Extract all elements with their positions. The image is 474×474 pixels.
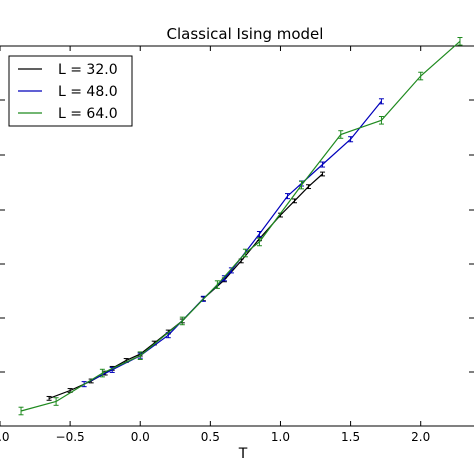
error-bar [18, 406, 24, 416]
x-tick-label: 0.0 [131, 430, 150, 444]
x-tick-label: 1.0 [0, 430, 10, 444]
series-1 [46, 171, 326, 401]
x-tick-label: −0.5 [56, 430, 85, 444]
error-bar [137, 351, 143, 360]
error-bar [214, 280, 220, 289]
y-axis-ticks [0, 99, 474, 373]
error-bar [299, 180, 305, 190]
legend-label: L = 32.0 [58, 62, 118, 78]
legend-label: L = 64.0 [58, 106, 118, 122]
error-bar [242, 248, 248, 258]
x-tick-label: 0.5 [201, 430, 220, 444]
legend-label: L = 48.0 [58, 84, 118, 100]
x-tick-label: 2.0 [411, 430, 430, 444]
error-bar [99, 368, 105, 378]
series-line [48, 173, 323, 399]
error-bar [291, 198, 297, 204]
error-bar [418, 71, 424, 81]
error-bar [320, 171, 326, 177]
chart-title: Classical Ising model [167, 25, 324, 43]
series-layer [18, 36, 463, 416]
series-line [83, 100, 382, 385]
series-3 [18, 36, 463, 416]
x-tick-label: 1.5 [341, 430, 360, 444]
legend-item: L = 64.0 [18, 106, 118, 122]
error-bar [179, 316, 185, 326]
legend: L = 32.0 L = 48.0 L = 64.0 [8, 55, 133, 127]
error-bar [256, 231, 262, 238]
error-bar [256, 237, 262, 247]
error-bar [320, 161, 326, 168]
series-2 [81, 98, 384, 388]
error-bar [348, 136, 354, 143]
error-bar [338, 130, 344, 139]
error-bar [46, 395, 52, 401]
error-bar [378, 98, 384, 105]
error-bar [284, 193, 290, 200]
plot-area [0, 45, 474, 427]
legend-item: L = 32.0 [18, 62, 118, 78]
error-bar [306, 184, 312, 190]
error-bar [457, 36, 463, 46]
x-axis-ticks: 1.0 −0.5 0.0 0.5 1.0 1.5 2.0 [0, 46, 430, 444]
x-axis-label: T [238, 446, 248, 462]
legend-item: L = 48.0 [18, 84, 118, 100]
error-bar [378, 115, 384, 125]
error-bar [53, 397, 59, 406]
x-tick-label: 1.0 [271, 430, 290, 444]
